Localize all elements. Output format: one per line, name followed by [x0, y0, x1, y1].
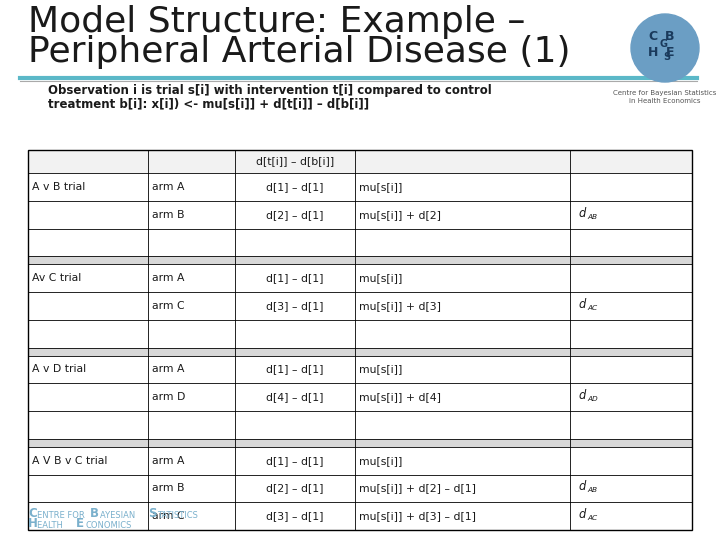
Text: H: H	[28, 517, 38, 530]
Text: E: E	[666, 45, 674, 58]
Text: arm C: arm C	[152, 511, 184, 521]
Bar	[28, 256, 692, 265]
Text: Av C trial: Av C trial	[32, 273, 81, 283]
Text: d[4] – d[1]: d[4] – d[1]	[266, 392, 324, 402]
Text: d[1] – d[1]: d[1] – d[1]	[266, 364, 324, 374]
Text: treatment b[i]: x[i]) <- mu[s[i]] + d[t[i]] – d[b[i]]: treatment b[i]: x[i]) <- mu[s[i]] + d[t[…	[48, 97, 369, 110]
Text: arm A: arm A	[152, 456, 184, 465]
Text: in Health Economics: in Health Economics	[629, 98, 701, 104]
Text: AC: AC	[587, 515, 597, 521]
Text: A v D trial: A v D trial	[32, 364, 86, 374]
Text: B: B	[90, 507, 99, 520]
Text: AC: AC	[587, 305, 597, 311]
Text: Observation i is trial s[i] with intervention t[i] compared to control: Observation i is trial s[i] with interve…	[48, 84, 492, 97]
Text: A v B trial: A v B trial	[32, 182, 85, 192]
Text: arm A: arm A	[152, 364, 184, 374]
Text: d[1] – d[1]: d[1] – d[1]	[266, 182, 324, 192]
Bar	[28, 348, 692, 356]
Text: AB: AB	[587, 214, 597, 220]
Text: d[t[i]] – d[b[i]]: d[t[i]] – d[b[i]]	[256, 157, 334, 166]
Text: S: S	[663, 52, 670, 62]
Bar	[28, 150, 692, 530]
Text: mu[s[i]] + d[3]: mu[s[i]] + d[3]	[359, 301, 441, 311]
Text: d[3] – d[1]: d[3] – d[1]	[266, 301, 324, 311]
Text: arm D: arm D	[152, 392, 185, 402]
Text: mu[s[i]]: mu[s[i]]	[359, 364, 402, 374]
Text: arm C: arm C	[152, 301, 184, 311]
Text: mu[s[i]]: mu[s[i]]	[359, 182, 402, 192]
Bar	[28, 439, 692, 447]
Text: Peripheral Arterial Disease (1): Peripheral Arterial Disease (1)	[28, 35, 570, 69]
Text: mu[s[i]] + d[3] – d[1]: mu[s[i]] + d[3] – d[1]	[359, 511, 476, 521]
Text: Centre for Bayesian Statistics: Centre for Bayesian Statistics	[613, 90, 716, 96]
Text: mu[s[i]] + d[2]: mu[s[i]] + d[2]	[359, 210, 441, 220]
Text: arm B: arm B	[152, 483, 184, 494]
Text: mu[s[i]] + d[4]: mu[s[i]] + d[4]	[359, 392, 441, 402]
Text: d[2] – d[1]: d[2] – d[1]	[266, 210, 324, 220]
Bar	[28, 150, 692, 173]
Text: CONOMICS: CONOMICS	[85, 521, 131, 530]
Text: mu[s[i]]: mu[s[i]]	[359, 456, 402, 465]
Text: arm A: arm A	[152, 273, 184, 283]
Text: d: d	[578, 508, 585, 521]
Text: d[1] – d[1]: d[1] – d[1]	[266, 456, 324, 465]
Text: AD: AD	[587, 396, 598, 402]
Text: d: d	[578, 207, 585, 220]
Text: mu[s[i]]: mu[s[i]]	[359, 273, 402, 283]
Text: arm B: arm B	[152, 210, 184, 220]
Text: ENTRE FOR: ENTRE FOR	[37, 511, 87, 520]
Text: C: C	[649, 30, 657, 44]
Text: Model Structure: Example –: Model Structure: Example –	[28, 5, 526, 39]
Text: AYESIAN: AYESIAN	[100, 511, 138, 520]
Text: EALTH: EALTH	[37, 521, 66, 530]
Text: H: H	[648, 45, 658, 58]
Text: arm A: arm A	[152, 182, 184, 192]
Text: d[3] – d[1]: d[3] – d[1]	[266, 511, 324, 521]
Text: C: C	[28, 507, 37, 520]
Text: A V B v C trial: A V B v C trial	[32, 456, 107, 465]
Text: AB: AB	[587, 488, 597, 494]
Text: d: d	[578, 389, 585, 402]
Circle shape	[631, 14, 699, 82]
Text: d: d	[578, 298, 585, 311]
Text: TATISTICS: TATISTICS	[157, 511, 198, 520]
Text: d: d	[578, 481, 585, 494]
Text: mu[s[i]] + d[2] – d[1]: mu[s[i]] + d[2] – d[1]	[359, 483, 476, 494]
Text: G: G	[659, 39, 667, 49]
Text: S: S	[148, 507, 156, 520]
Text: B: B	[665, 30, 675, 44]
Text: d[1] – d[1]: d[1] – d[1]	[266, 273, 324, 283]
Text: d[2] – d[1]: d[2] – d[1]	[266, 483, 324, 494]
Text: E: E	[76, 517, 84, 530]
